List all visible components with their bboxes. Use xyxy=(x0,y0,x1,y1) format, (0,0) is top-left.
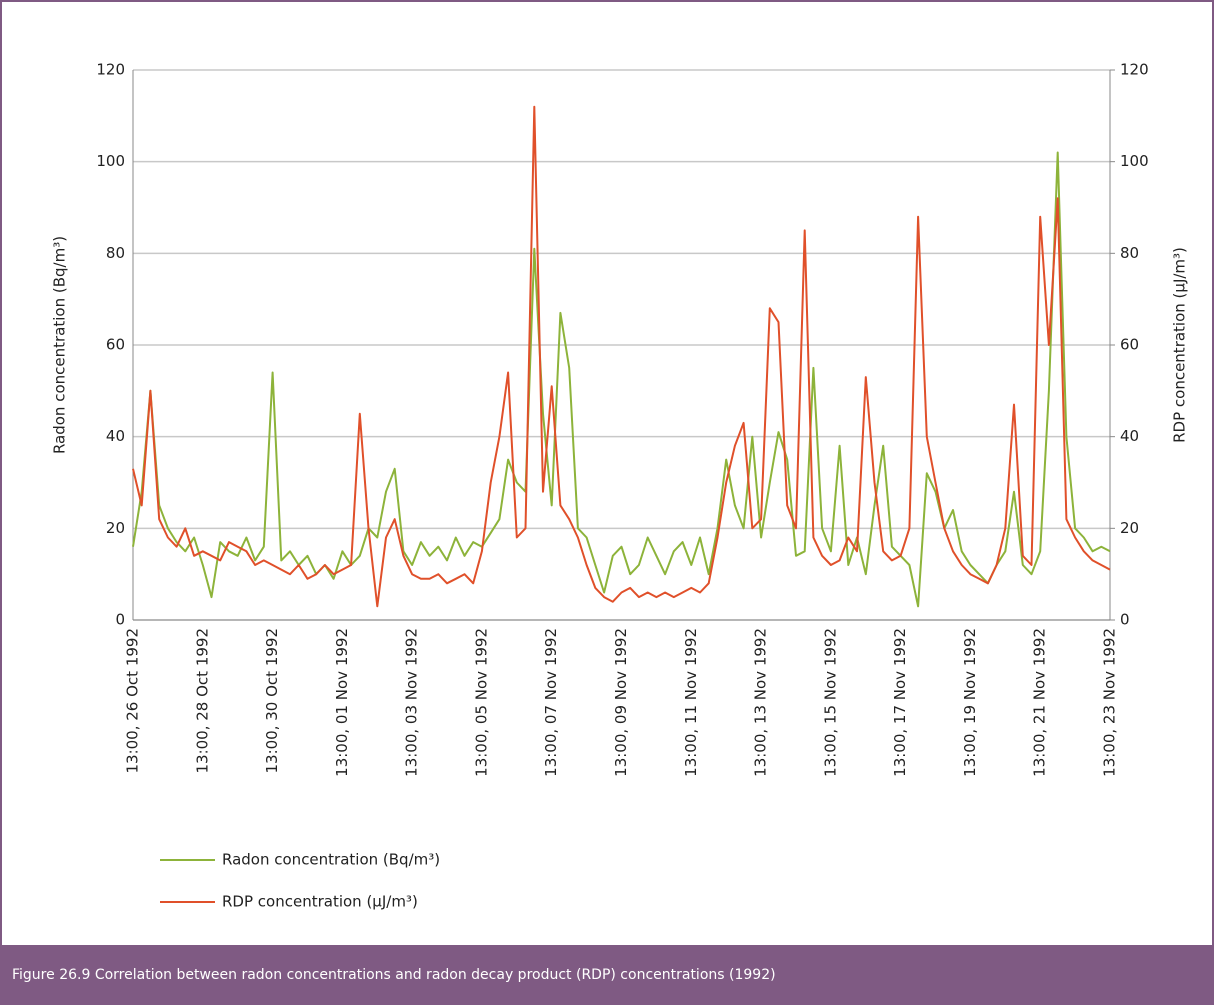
legend-label: Radon concentration (Bq/m³) xyxy=(222,851,440,869)
legend-label: RDP concentration (µJ/m³) xyxy=(222,893,418,911)
x-tick-label: 13:00, 17 Nov 1992 xyxy=(891,628,909,777)
y2-tick-label: 40 xyxy=(1120,427,1139,445)
x-tick-label: 13:00, 21 Nov 1992 xyxy=(1031,628,1049,777)
x-tick-label: 13:00, 30 Oct 1992 xyxy=(263,628,281,774)
x-tick-label: 13:00, 09 Nov 1992 xyxy=(612,628,630,777)
y-axis-title: Radon concentration (Bq/m³) xyxy=(51,236,69,454)
x-tick-label: 13:00, 15 Nov 1992 xyxy=(821,628,839,777)
x-tick-label: 13:00, 28 Oct 1992 xyxy=(193,628,211,774)
x-tick-label: 13:00, 03 Nov 1992 xyxy=(403,628,421,777)
y-tick-label: 20 xyxy=(106,519,125,537)
y2-tick-label: 80 xyxy=(1120,244,1139,262)
x-tick-label: 13:00, 05 Nov 1992 xyxy=(472,628,490,777)
y-tick-label: 100 xyxy=(96,152,125,170)
y2-tick-label: 20 xyxy=(1120,519,1139,537)
series-line xyxy=(132,151,1111,608)
y2-tick-label: 100 xyxy=(1120,152,1149,170)
caption: Figure 26.9 Correlation between radon co… xyxy=(12,967,776,983)
y2-tick-label: 120 xyxy=(1120,61,1149,79)
y2-tick-label: 0 xyxy=(1120,611,1130,629)
x-tick-label: 13:00, 13 Nov 1992 xyxy=(752,628,770,777)
y-tick-label: 0 xyxy=(115,611,125,629)
y-tick-label: 60 xyxy=(106,336,125,354)
x-tick-label: 13:00, 01 Nov 1992 xyxy=(333,628,351,777)
x-tick-label: 13:00, 26 Oct 1992 xyxy=(124,628,142,774)
x-tick-label: 13:00, 23 Nov 1992 xyxy=(1101,628,1119,777)
y-tick-label: 120 xyxy=(96,61,125,79)
x-tick-label: 13:00, 19 Nov 1992 xyxy=(961,628,979,777)
x-tick-label: 13:00, 07 Nov 1992 xyxy=(542,628,560,777)
caption-bar xyxy=(0,945,1214,1005)
y-tick-label: 40 xyxy=(106,427,125,445)
x-tick-label: 13:00, 11 Nov 1992 xyxy=(682,628,700,777)
series-line xyxy=(132,105,1111,608)
y-tick-label: 80 xyxy=(106,244,125,262)
y2-axis-title: RDP concentration (µJ/m³) xyxy=(1171,247,1189,443)
y2-tick-label: 60 xyxy=(1120,336,1139,354)
